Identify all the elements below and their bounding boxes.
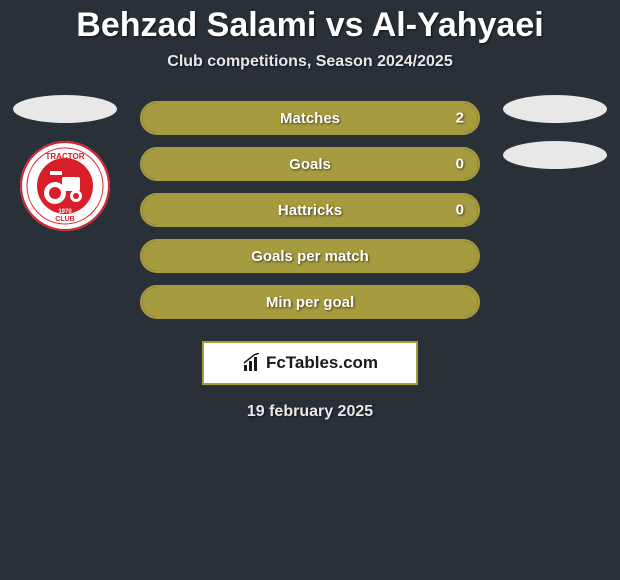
right-club-badge-placeholder — [503, 141, 607, 169]
stat-rows: Matches 2 Goals 0 Hattricks 0 Goals per … — [140, 101, 480, 319]
svg-text:1970: 1970 — [58, 209, 72, 215]
svg-text:CLUB: CLUB — [55, 216, 74, 223]
left-player-col: TRACTOR CLUB 1970 — [10, 95, 120, 231]
stat-value: 0 — [456, 156, 464, 173]
chart-icon — [242, 353, 262, 373]
comparison-card: Behzad Salami vs Al-Yahyaei Club competi… — [0, 0, 620, 421]
stat-label: Hattricks — [278, 202, 342, 219]
page-title: Behzad Salami vs Al-Yahyaei — [0, 6, 620, 45]
left-club-badge: TRACTOR CLUB 1970 — [20, 141, 110, 231]
tractor-badge-icon: TRACTOR CLUB 1970 — [20, 141, 110, 231]
branding-box[interactable]: FcTables.com — [202, 341, 418, 385]
stat-row-hattricks: Hattricks 0 — [140, 193, 480, 227]
left-player-avatar-placeholder — [13, 95, 117, 123]
branding-text: FcTables.com — [266, 353, 378, 373]
stat-row-goals-per-match: Goals per match — [140, 239, 480, 273]
stat-label: Matches — [280, 110, 340, 127]
stat-label: Goals per match — [251, 248, 369, 265]
stat-label: Goals — [289, 156, 331, 173]
stat-row-min-per-goal: Min per goal — [140, 285, 480, 319]
content-area: TRACTOR CLUB 1970 Matches 2 — [0, 101, 620, 319]
right-player-avatar-placeholder — [503, 95, 607, 123]
stat-value: 0 — [456, 202, 464, 219]
stat-value: 2 — [456, 110, 464, 127]
right-player-col — [500, 95, 610, 187]
date-text: 19 february 2025 — [0, 403, 620, 421]
subtitle: Club competitions, Season 2024/2025 — [0, 53, 620, 71]
stat-label: Min per goal — [266, 294, 354, 311]
stat-row-matches: Matches 2 — [140, 101, 480, 135]
stat-row-goals: Goals 0 — [140, 147, 480, 181]
